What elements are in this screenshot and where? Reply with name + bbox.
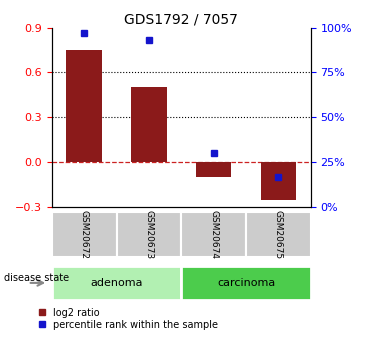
Bar <box>181 212 246 257</box>
Text: carcinoma: carcinoma <box>217 278 275 288</box>
Text: GSM20673: GSM20673 <box>144 210 154 259</box>
Bar <box>246 212 311 257</box>
Text: disease state: disease state <box>4 273 69 283</box>
Text: GSM20672: GSM20672 <box>80 210 89 259</box>
Bar <box>117 212 181 257</box>
Legend: log2 ratio, percentile rank within the sample: log2 ratio, percentile rank within the s… <box>38 308 218 330</box>
Text: GSM20675: GSM20675 <box>274 210 283 259</box>
Bar <box>181 266 311 300</box>
Text: adenoma: adenoma <box>90 278 143 288</box>
Title: GDS1792 / 7057: GDS1792 / 7057 <box>124 12 238 27</box>
Text: GSM20674: GSM20674 <box>209 210 218 259</box>
Bar <box>131 87 167 162</box>
Bar <box>52 212 117 257</box>
Bar <box>52 266 181 300</box>
Bar <box>260 162 296 199</box>
Bar <box>196 162 232 177</box>
Bar <box>66 50 102 162</box>
